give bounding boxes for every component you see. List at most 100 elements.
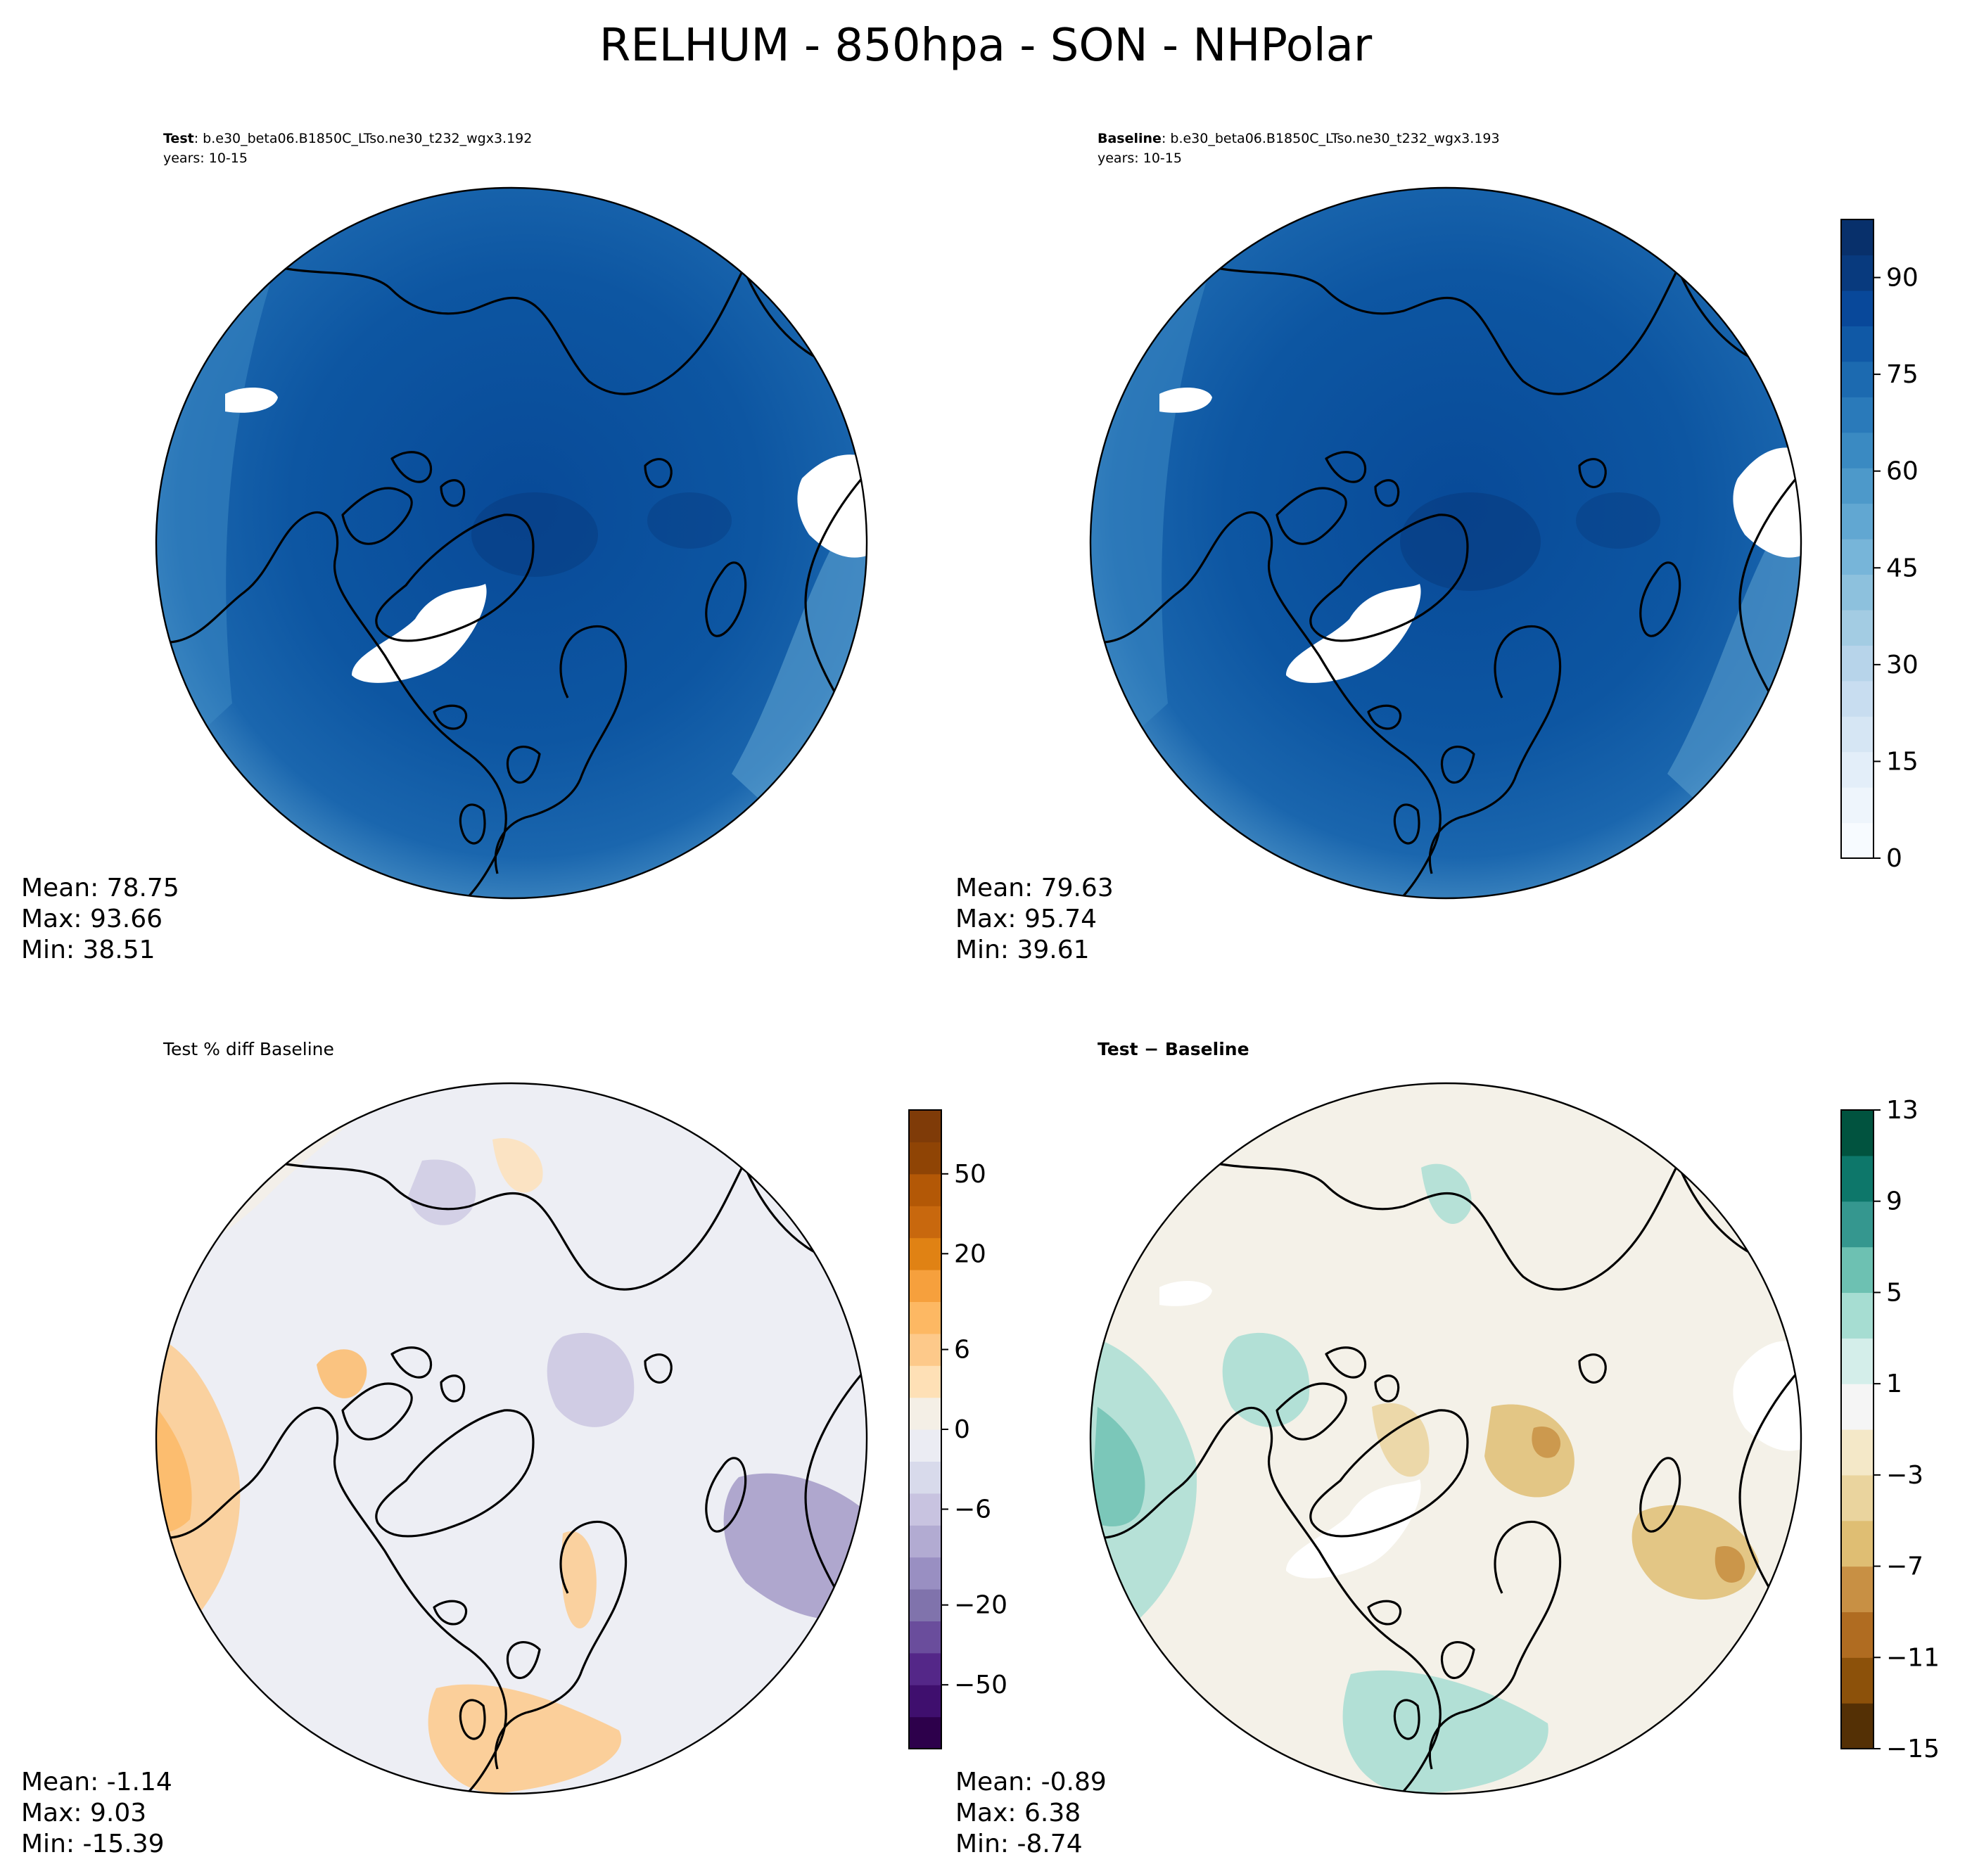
diff-colorbar-segment xyxy=(1841,1520,1874,1567)
relhum-colorbar-segment xyxy=(1841,503,1874,540)
relhum-colorbar-segment xyxy=(1841,326,1874,362)
relhum-colorbar-segment xyxy=(1841,716,1874,753)
relhum-colorbar-segment xyxy=(1841,787,1874,824)
diff-label: Test − Baseline xyxy=(1098,1039,1249,1059)
diff-colorbar-tick-label: 1 xyxy=(1886,1370,1902,1398)
panel-baseline: Baseline: b.e30_beta06.B1850C_LTso.ne30_… xyxy=(955,131,1802,964)
pctdiff-colorbar-segment xyxy=(909,1110,941,1142)
panel-test: Test: b.e30_beta06.B1850C_LTso.ne30_t232… xyxy=(21,131,868,964)
baseline-max: Max: 95.74 xyxy=(955,905,1097,933)
diff-colorbar-tick-label: −11 xyxy=(1886,1643,1940,1672)
diff-colorbar-tick-label: 5 xyxy=(1886,1278,1902,1307)
diff-plateau-mask xyxy=(1159,1280,1212,1306)
colorbar-relhum: 0 15 30 45 60 75 90 xyxy=(1840,219,1919,873)
diff-max: Max: 6.38 xyxy=(955,1799,1081,1827)
pctdiff-colorbar-segment xyxy=(909,1237,941,1270)
test-years: years: 10-15 xyxy=(163,151,248,166)
diff-colorbar-segment xyxy=(1841,1384,1874,1430)
colorbar-diff: −15 −11 −7 −3 1 5 9 13 xyxy=(1840,1096,1940,1763)
relhum-colorbar-segment xyxy=(1841,361,1874,397)
relhum-colorbar-tick-label: 75 xyxy=(1886,360,1919,389)
pctdiff-label: Test % diff Baseline xyxy=(163,1039,334,1059)
pctdiff-colorbar-segment xyxy=(909,1333,941,1366)
relhum-colorbar-segment xyxy=(1841,609,1874,646)
panel-diff: Test − Baseline Mean: -0.89 Max: 6.38 Mi… xyxy=(955,1039,1802,1858)
baseline-min: Min: 39.61 xyxy=(955,936,1090,964)
diff-colorbar-segment xyxy=(1841,1292,1874,1339)
relhum-colorbar-segment xyxy=(1841,645,1874,682)
relhum-colorbar-segment xyxy=(1841,432,1874,468)
test-tibet-mask xyxy=(797,454,867,558)
pctdiff-colorbar-segment xyxy=(909,1397,941,1430)
relhum-colorbar-tick-label: 60 xyxy=(1886,457,1919,486)
baseline-label-bold: Baseline xyxy=(1098,131,1162,146)
diff-colorbar-tick-label: 9 xyxy=(1886,1187,1902,1216)
relhum-colorbar-tick-label: 15 xyxy=(1886,747,1919,776)
relhum-colorbar-segment xyxy=(1841,574,1874,611)
diff-map xyxy=(1090,1083,1801,1794)
relhum-colorbar-tick-label: 30 xyxy=(1886,651,1919,679)
diff-mean: Mean: -0.89 xyxy=(955,1768,1107,1797)
pctdiff-colorbar-segment xyxy=(909,1493,941,1526)
pctdiff-colorbar-segment xyxy=(909,1206,941,1239)
pctdiff-colorbar-segment xyxy=(909,1461,941,1494)
relhum-colorbar-tick-label: 0 xyxy=(1886,844,1902,873)
pctdiff-colorbar-segment xyxy=(909,1142,941,1175)
pctdiff-colorbar-segment xyxy=(909,1525,941,1558)
test-plateau-mask xyxy=(225,387,278,413)
test-max: Max: 93.66 xyxy=(21,905,163,933)
baseline-years: years: 10-15 xyxy=(1098,151,1182,166)
pctdiff-colorbar-tick-label: 20 xyxy=(954,1239,986,1268)
diff-colorbar-segment xyxy=(1841,1474,1874,1521)
relhum-colorbar-segment xyxy=(1841,255,1874,291)
pctdiff-min: Min: -15.39 xyxy=(21,1830,165,1858)
pctdiff-colorbar-tick-label: 0 xyxy=(954,1415,970,1444)
pctdiff-colorbar-segment xyxy=(909,1685,941,1718)
diff-colorbar-segment xyxy=(1841,1703,1874,1749)
panel-pctdiff: Test % diff Baseline Mean: -1.14 Max: 9.… xyxy=(21,1039,868,1858)
diff-min: Min: -8.74 xyxy=(955,1830,1083,1858)
relhum-colorbar-segment xyxy=(1841,680,1874,717)
test-mean: Mean: 78.75 xyxy=(21,874,179,902)
diff-colorbar-segment xyxy=(1841,1155,1874,1202)
pctdiff-colorbar-tick-label: 50 xyxy=(954,1160,986,1189)
relhum-colorbar-segment xyxy=(1841,468,1874,504)
pctdiff-colorbar-segment xyxy=(909,1589,941,1621)
baseline-label: Baseline: b.e30_beta06.B1850C_LTso.ne30_… xyxy=(1098,131,1500,146)
pctdiff-colorbar-segment xyxy=(909,1301,941,1334)
relhum-colorbar-frame xyxy=(1840,219,1874,859)
diff-colorbar-segment xyxy=(1841,1657,1874,1704)
baseline-tibet-mask xyxy=(1733,447,1801,558)
diff-colorbar-segment xyxy=(1841,1612,1874,1658)
test-map xyxy=(156,188,867,898)
diff-colorbar-segment xyxy=(1841,1201,1874,1248)
test-label: Test: b.e30_beta06.B1850C_LTso.ne30_t232… xyxy=(163,131,532,146)
diff-colorbar-tick-label: −7 xyxy=(1886,1552,1923,1581)
pctdiff-colorbar-segment xyxy=(909,1716,941,1749)
diff-colorbar-tick-label: −15 xyxy=(1886,1735,1940,1763)
test-label-bold: Test xyxy=(163,131,194,146)
pctdiff-colorbar-segment xyxy=(909,1557,941,1590)
relhum-colorbar-segment xyxy=(1841,751,1874,788)
pctdiff-map xyxy=(156,1083,867,1794)
pctdiff-colorbar-segment xyxy=(909,1270,941,1302)
relhum-colorbar-tick-label: 45 xyxy=(1886,554,1919,582)
pctdiff-colorbar-tick-label: −20 xyxy=(954,1591,1007,1620)
diff-colorbar-tick-label: −3 xyxy=(1886,1461,1923,1490)
pctdiff-colorbar-tick-label: −50 xyxy=(954,1671,1007,1699)
diff-colorbar-frame xyxy=(1840,1109,1874,1749)
figure-title: RELHUM - 850hpa - SON - NHPolar xyxy=(599,20,1373,72)
relhum-colorbar-segment xyxy=(1841,539,1874,575)
diff-colorbar-segment xyxy=(1841,1110,1874,1156)
pctdiff-colorbar-tick-label: 6 xyxy=(954,1336,970,1365)
baseline-mean: Mean: 79.63 xyxy=(955,874,1114,902)
pctdiff-colorbar-segment xyxy=(909,1652,941,1685)
pctdiff-colorbar-tick-label: −6 xyxy=(954,1495,991,1524)
colorbar-pctdiff: −50 −20 −6 0 6 20 50 xyxy=(908,1109,1007,1749)
pctdiff-colorbar-segment xyxy=(909,1429,941,1462)
diff-colorbar-segment xyxy=(1841,1429,1874,1476)
diff-colorbar-segment xyxy=(1841,1246,1874,1294)
relhum-colorbar-segment xyxy=(1841,290,1874,326)
diff-tibet-mask xyxy=(1733,1341,1801,1451)
